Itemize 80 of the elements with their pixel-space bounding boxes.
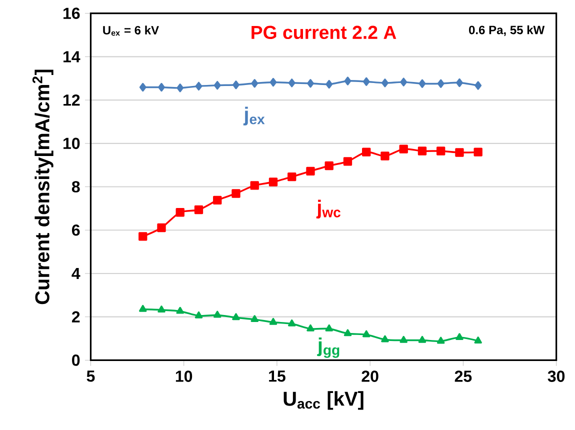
point [326, 80, 333, 89]
point [343, 157, 352, 166]
point [176, 84, 184, 92]
point [157, 224, 166, 232]
series-label: j$_{wc}$ [316, 200, 340, 219]
point [176, 208, 184, 217]
point [307, 79, 314, 88]
point [400, 336, 408, 344]
point [250, 315, 258, 322]
point [214, 81, 221, 90]
point [474, 148, 482, 157]
point [194, 312, 203, 319]
point [270, 78, 277, 87]
annotation: U$_{ex}$ = 6 kV [103, 26, 159, 36]
point [455, 148, 464, 158]
point [288, 172, 296, 182]
point [344, 76, 352, 86]
point [158, 306, 166, 313]
point [380, 152, 390, 161]
y-tick-label: 16 [64, 8, 80, 20]
point [232, 189, 240, 198]
point [362, 77, 370, 86]
y-tick-label: 10 [64, 138, 80, 150]
point [325, 324, 333, 332]
point [400, 78, 408, 87]
y-tick-label: 6 [72, 224, 80, 236]
point [269, 318, 278, 326]
point [381, 335, 389, 342]
point [474, 336, 482, 344]
point [194, 206, 204, 214]
point [288, 78, 296, 88]
y-tick-label: 4 [72, 268, 80, 280]
point [138, 232, 148, 241]
point [456, 78, 463, 88]
y-tick-label: 2 [72, 311, 80, 323]
point [362, 330, 370, 338]
point [418, 146, 427, 156]
point [139, 83, 146, 92]
point [306, 167, 315, 176]
x-tick-label: 5 [86, 370, 95, 382]
point [251, 79, 258, 88]
x-tick-label: 30 [548, 370, 565, 382]
point [250, 181, 259, 190]
point [176, 307, 184, 314]
point [232, 313, 240, 320]
point [268, 178, 278, 187]
point [213, 310, 222, 318]
y-tick-label: 14 [64, 51, 80, 62]
point [138, 305, 147, 312]
point [362, 148, 371, 157]
point [306, 324, 314, 332]
point [195, 82, 202, 91]
point [288, 320, 296, 327]
point [158, 83, 165, 92]
y-tick-label: 8 [72, 181, 80, 193]
annotation: 0.6 Pa, 55 kW [469, 26, 545, 36]
point [399, 144, 408, 154]
text: PG current 2.2 A [252, 26, 396, 40]
point [382, 78, 388, 88]
y-tick-label: 0 [72, 354, 80, 366]
point [436, 336, 445, 344]
point [324, 162, 334, 170]
y-tick-label: 12 [64, 94, 80, 106]
point [418, 336, 426, 344]
point [232, 80, 240, 90]
y-axis-title: Current density[mA/cm$^{2}$] [32, 70, 54, 304]
x-tick-label: 10 [176, 370, 192, 382]
x-axis-title: U$_{acc}$ [kV] [284, 391, 364, 410]
series-label: j$_{ex}$ [243, 106, 265, 126]
point [344, 329, 352, 336]
x-tick-label: 15 [269, 370, 286, 382]
point [418, 79, 426, 88]
point [474, 81, 482, 90]
point [437, 79, 444, 88]
point [456, 333, 464, 340]
point [436, 146, 446, 156]
point [213, 196, 222, 205]
series-label: j$_{gg}$ [317, 338, 340, 358]
x-tick-label: 20 [362, 370, 378, 382]
x-tick-label: 25 [454, 370, 472, 382]
